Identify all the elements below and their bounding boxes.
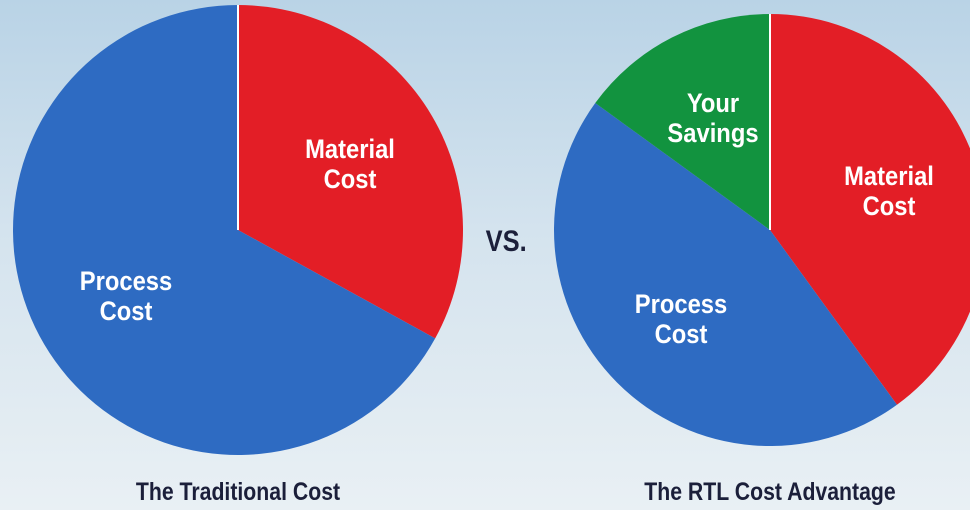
chart-title: The Traditional Cost [68,478,408,507]
slice-label: Material Cost [293,134,407,194]
vs-label: VS. [486,225,527,259]
slice-label: Your Savings [656,88,770,148]
chart-title: The RTL Cost Advantage [600,478,940,507]
slice-label: Process Cost [624,289,738,349]
slice-label: Process Cost [68,266,182,326]
page: VS. Material Cost Process Cost The Traditi… [0,0,970,510]
slice-label: Material Cost [832,161,946,221]
